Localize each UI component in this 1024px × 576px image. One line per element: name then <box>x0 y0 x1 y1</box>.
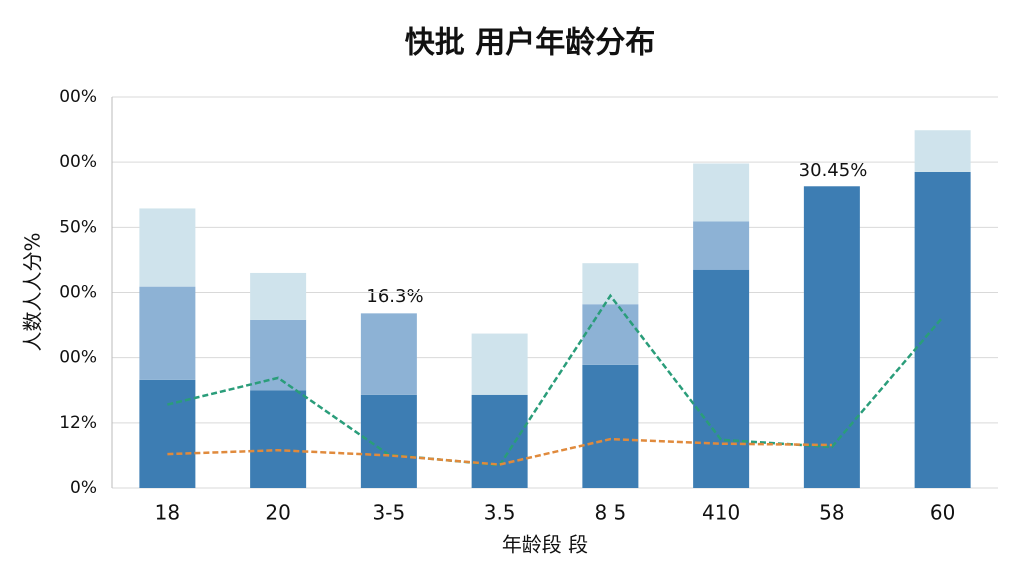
bar-segment <box>693 221 750 270</box>
trend-line <box>167 293 944 467</box>
x-tick-label: 410 <box>702 501 740 525</box>
bar-segment <box>139 286 196 380</box>
y-tick-label: 00% <box>59 152 97 172</box>
trend-line <box>167 437 832 466</box>
x-tick-label: 58 <box>819 501 844 525</box>
y-tick-label: 50% <box>59 217 97 237</box>
bar-segment <box>250 272 307 320</box>
bar-segment <box>360 313 417 395</box>
y-tick-label: 00% <box>59 87 97 107</box>
bar-segment <box>693 269 750 488</box>
bar-segment <box>693 163 750 222</box>
annotation: 30.45% <box>799 160 868 181</box>
bar-segment <box>250 390 307 488</box>
y-tick-label: 12% <box>59 413 97 433</box>
bar-segment <box>471 394 528 488</box>
x-tick-label: 18 <box>155 501 180 525</box>
x-tick-label: 3.5 <box>484 501 516 525</box>
x-tick-label: 3-5 <box>373 501 406 525</box>
y-tick-label: 00% <box>59 348 97 368</box>
y-axis-label: 人数人人分% <box>21 232 45 351</box>
bar-segment <box>582 304 639 365</box>
x-tick-label: 60 <box>930 501 955 525</box>
x-tick-label: 8 5 <box>594 501 626 525</box>
y-tick-label: 0% <box>70 478 97 498</box>
bar-segment <box>914 130 971 172</box>
bar-segment <box>582 364 639 488</box>
x-axis-label: 年龄段 段 <box>502 533 588 557</box>
bar-segment <box>803 186 860 489</box>
annotation: 16.3% <box>366 286 423 307</box>
y-tick-label: 00% <box>59 283 97 303</box>
bar-segment <box>471 333 528 395</box>
bar-segment <box>582 263 639 305</box>
x-tick-label: 20 <box>265 501 290 525</box>
bar-segment <box>139 208 196 287</box>
bar-segment <box>914 171 971 489</box>
bar-segment <box>139 379 196 488</box>
bar-segment <box>250 319 307 391</box>
chart-title: 快批 用户年龄分布 <box>405 26 655 61</box>
